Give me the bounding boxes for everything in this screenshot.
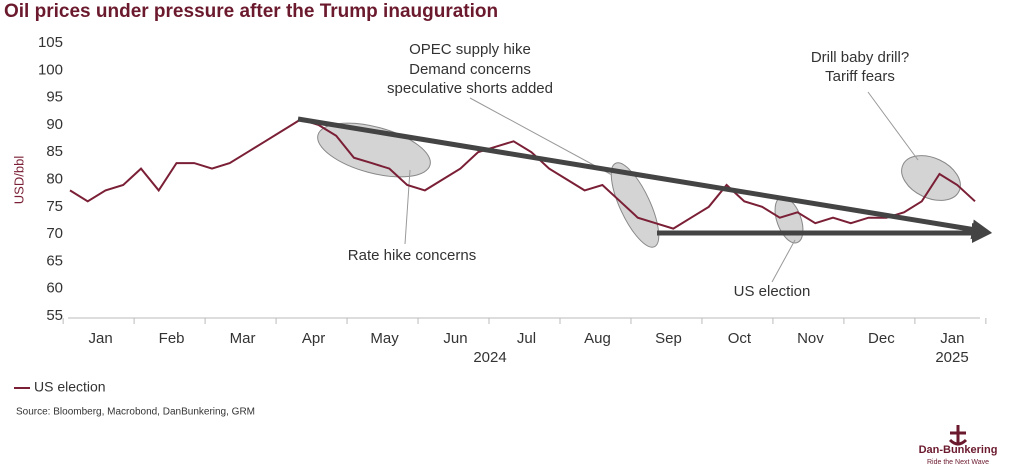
price-line xyxy=(69,118,976,230)
x-tick-label: Jul xyxy=(517,330,536,347)
x-tick-label: Apr xyxy=(302,330,325,347)
y-tick-label: 70 xyxy=(46,225,63,242)
annotation: Tariff fears xyxy=(825,68,895,85)
y-tick-label: 105 xyxy=(38,34,63,51)
annotations: OPEC supply hike Demand concerns speculati… xyxy=(348,41,909,300)
y-tick-label: 100 xyxy=(38,61,63,78)
x-tick-label: Dec xyxy=(868,330,895,347)
x-tick-label: Jan xyxy=(940,330,964,347)
annotation: Rate hike concerns xyxy=(348,247,476,264)
y-tick-label: 85 xyxy=(46,143,63,160)
y-tick-label: 65 xyxy=(46,252,63,269)
annotation: Demand concerns xyxy=(409,61,531,78)
annotation: Drill baby drill? xyxy=(811,49,909,66)
source: Source: Bloomberg, Macrobond, DanBunkeri… xyxy=(16,407,255,418)
annotation: speculative shorts added xyxy=(387,80,553,97)
chart-title: Oil prices under pressure after the Trum… xyxy=(4,1,498,22)
x-tick-label: Aug xyxy=(584,330,611,347)
x-tick-label: Oct xyxy=(728,330,752,347)
y-tick-label: 90 xyxy=(46,116,63,133)
x-tick-label: Nov xyxy=(797,330,824,347)
y-tick-label: 60 xyxy=(46,280,63,297)
leader-lines xyxy=(404,91,919,283)
annotation: US election xyxy=(734,283,811,300)
x-group-label: 2025 xyxy=(935,349,968,366)
trend-lines xyxy=(297,116,992,243)
annotation: OPEC supply hike xyxy=(409,41,531,58)
logo: Dan-Bunkering xyxy=(919,444,998,456)
x-tick-label: May xyxy=(370,330,399,347)
x-tick-label: Feb xyxy=(159,330,185,347)
y-tick-label: 55 xyxy=(46,307,63,324)
y-tick-label: 75 xyxy=(46,198,63,215)
y-tick-label: 80 xyxy=(46,170,63,187)
x-tick-label: Jan xyxy=(89,330,113,347)
x-tick-label: Jun xyxy=(443,330,467,347)
highlights xyxy=(317,122,961,248)
x-tick-label: Sep xyxy=(655,330,682,347)
x-tick-label: Mar xyxy=(230,330,256,347)
logo-tagline: Ride the Next Wave xyxy=(927,459,989,466)
y-tick-label: 95 xyxy=(46,89,63,106)
legend-label: US election xyxy=(34,379,106,395)
x-group-label: 2024 xyxy=(473,349,506,366)
logo-icon xyxy=(948,425,968,446)
y-axis-label: USD/bbl xyxy=(11,156,26,205)
